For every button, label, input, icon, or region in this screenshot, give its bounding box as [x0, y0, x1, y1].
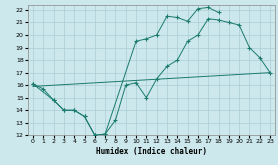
X-axis label: Humidex (Indice chaleur): Humidex (Indice chaleur)	[96, 147, 207, 156]
